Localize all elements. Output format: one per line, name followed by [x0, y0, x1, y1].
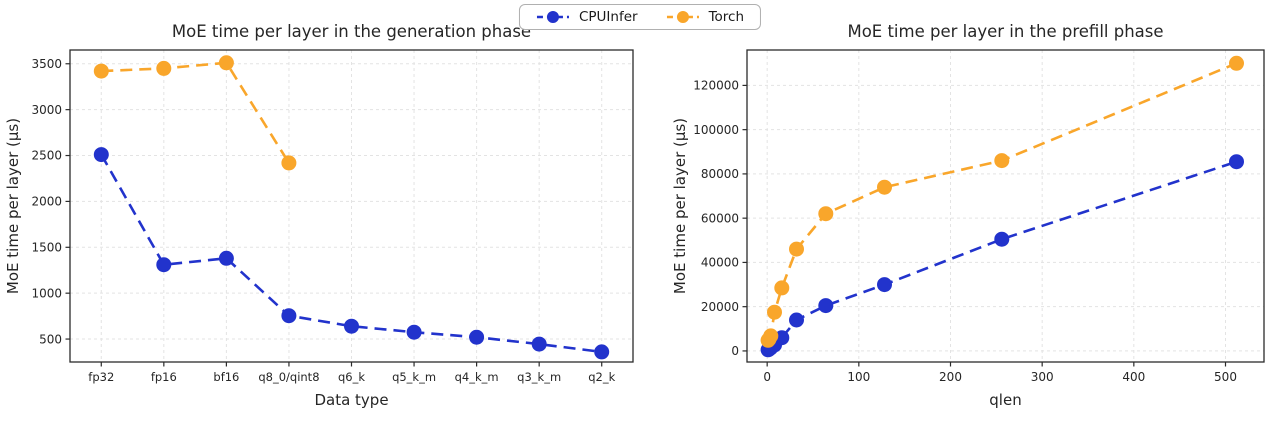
svg-text:3500: 3500: [31, 57, 62, 71]
svg-text:1500: 1500: [31, 240, 62, 254]
svg-text:500: 500: [39, 332, 62, 346]
svg-text:300: 300: [1031, 370, 1054, 384]
svg-text:60000: 60000: [701, 211, 739, 225]
svg-text:400: 400: [1122, 370, 1145, 384]
svg-text:1000: 1000: [31, 286, 62, 300]
svg-text:MoE time per layer (µs): MoE time per layer (µs): [4, 118, 22, 294]
svg-text:q3_k_m: q3_k_m: [517, 370, 561, 384]
legend-line-marker-icon: [536, 11, 569, 23]
svg-text:2500: 2500: [31, 149, 62, 163]
svg-text:120000: 120000: [693, 79, 739, 93]
svg-text:100: 100: [847, 370, 870, 384]
svg-text:MoE time per layer (µs): MoE time per layer (µs): [671, 118, 689, 294]
legend-item-cpuinfer: CPUInfer: [536, 9, 638, 25]
svg-text:3000: 3000: [31, 103, 62, 117]
svg-text:q4_k_m: q4_k_m: [455, 370, 499, 384]
prefill-phase-chart: 0 20000 40000 60000 80000 100000 120000 0 100 200…: [671, 22, 1265, 409]
legend-label: Torch: [708, 9, 745, 25]
legend-line-marker-icon: [666, 11, 699, 23]
svg-text:0: 0: [763, 370, 771, 384]
svg-text:qlen: qlen: [989, 391, 1021, 409]
svg-text:500: 500: [1214, 370, 1237, 384]
legend-item-torch: Torch: [666, 9, 744, 25]
svg-text:Data type: Data type: [314, 391, 388, 409]
svg-text:2000: 2000: [31, 195, 62, 209]
generation-phase-chart: 500 1000 1500 2000 2500 3000 3500 fp32 fp16 bf16 q…: [4, 22, 634, 409]
svg-text:bf16: bf16: [213, 370, 239, 384]
legend: CPUInfer Torch: [518, 4, 762, 30]
svg-text:fp32: fp32: [88, 370, 114, 384]
svg-text:0: 0: [731, 344, 739, 358]
svg-text:q8_0/qint8: q8_0/qint8: [258, 370, 319, 384]
svg-text:MoE time per layer in the gene: MoE time per layer in the generation pha…: [172, 22, 531, 41]
svg-text:20000: 20000: [701, 300, 739, 314]
svg-text:q2_k: q2_k: [588, 370, 615, 384]
svg-text:80000: 80000: [701, 167, 739, 181]
svg-text:MoE time per layer in the pref: MoE time per layer in the prefill phase: [847, 22, 1163, 41]
svg-text:40000: 40000: [701, 256, 739, 270]
svg-text:q6_k: q6_k: [338, 370, 365, 384]
svg-text:q5_k_m: q5_k_m: [392, 370, 436, 384]
svg-text:fp16: fp16: [151, 370, 177, 384]
legend-label: CPUInfer: [578, 9, 638, 25]
svg-text:200: 200: [939, 370, 962, 384]
svg-text:100000: 100000: [693, 123, 739, 137]
